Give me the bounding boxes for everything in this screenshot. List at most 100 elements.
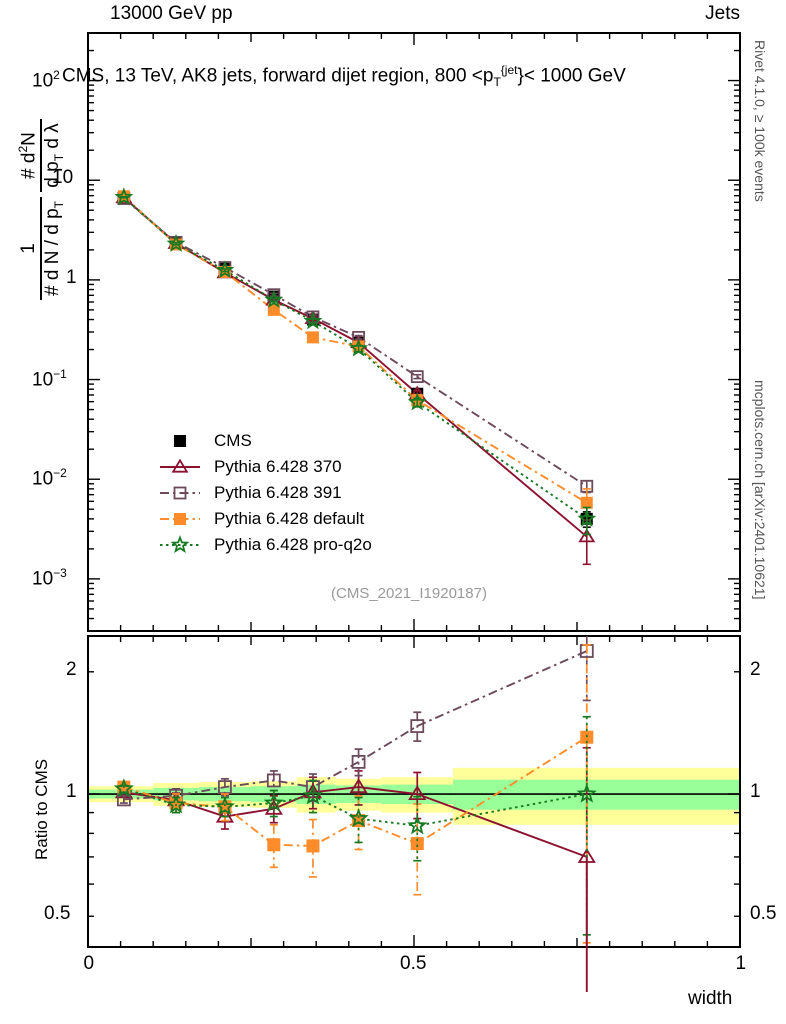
header-right: Jets [705,3,740,24]
ratio-point [119,782,128,792]
band-inner [88,789,154,799]
x-axis-label: width [688,988,733,1009]
data-marker [214,796,235,816]
data-marker [580,479,594,493]
y-tick-label-ratio-right-2: 0.5 [750,903,777,925]
plot-title-tail: }< 1000 GeV [517,65,626,87]
ratio-point [172,793,181,814]
ratio-point [354,796,363,844]
plot-title: CMS, 13 TeV, AK8 jets, forward dijet reg… [62,63,626,89]
y-r2: N [18,132,40,146]
data-marker [266,773,281,788]
band-outer [453,767,740,825]
data-marker [174,513,186,525]
data-marker [408,385,426,400]
ratio-line-p370 [123,786,588,858]
legend-label-cms: CMS [214,431,252,450]
data-marker [306,331,319,344]
data-marker [169,788,183,803]
data-marker [410,719,425,733]
data-marker [165,794,187,814]
y-den-sub: T [52,200,67,209]
y-tick-label-ratio-left-0: 2 [66,658,77,680]
data-marker [117,780,131,794]
side-text-mcplots: mcplots.cern.ch [arXiv:2401.10621] [752,380,768,600]
band-inner [453,779,740,810]
band-outer [296,777,336,813]
legend-item-proq2o[interactable]: Pythia 6.428 pro-q2o [158,532,372,558]
data-marker [115,189,133,204]
data-marker [169,235,183,249]
band-outer [381,777,454,813]
ratio-point [413,803,422,896]
data-marker [171,458,189,473]
data-marker [113,778,134,798]
data-marker [267,303,280,316]
band-inner [198,787,251,802]
legend-label-proq2o: Pythia 6.428 pro-q2o [214,535,372,554]
data-marker [215,807,235,823]
ratio-point [220,796,229,818]
data-marker [580,730,594,744]
data-marker [117,192,131,205]
y-lam: d λ [42,123,64,154]
band-inner [335,785,382,804]
data-marker [218,261,231,274]
y-tick-label-main-3: 10−1 [32,366,67,390]
data-marker [166,791,186,807]
legend-item-p370[interactable]: Pythia 6.428 370 [158,454,372,480]
ratio-point [413,711,422,742]
legend-swatch-proq2o [160,535,200,554]
side-text-rivet: Rivet 4.1.0, ≥ 100k events [752,40,768,202]
legend-label-p370: Pythia 6.428 370 [214,457,342,476]
data-marker [349,778,368,794]
data-marker [407,392,427,411]
ratio-point [119,784,128,794]
data-marker [303,311,323,330]
data-marker [267,838,281,852]
ratio-point [582,636,591,702]
x-tick-label-0: 0 [83,953,95,974]
ratio-point [172,796,181,814]
data-marker [265,291,283,306]
plot-title-sup: {jet [500,63,518,77]
data-marker [117,192,130,205]
data-marker [167,234,185,249]
header-left: 13000 GeV pp [110,3,233,24]
data-marker [580,512,593,525]
data-marker [577,508,597,527]
data-marker [302,785,324,805]
watermark-analysis-id: (CMS_2021_I1920187) [331,585,487,602]
y-num: 1 [18,243,40,254]
ratio-point [308,776,317,810]
ratio-point [308,818,317,878]
data-marker [114,783,133,799]
x-tick-label-2: 1 [735,953,747,974]
ratio-point [413,771,422,820]
ratio-point [308,773,317,803]
ratio-point [269,789,278,818]
band-outer [251,781,297,808]
legend-item-cms[interactable]: CMS [158,428,372,454]
legend-item-p391[interactable]: Pythia 6.428 391 [158,480,372,506]
data-marker [352,336,365,349]
band-outer [198,782,251,807]
data-marker [218,265,231,278]
data-marker [267,290,280,303]
y-tick-label-ratio-right-1: 1 [750,781,761,803]
ratio-point [269,823,278,869]
band-outer [335,778,382,811]
plot-title-main: CMS, 13 TeV, AK8 jets, forward dijet reg… [62,65,494,87]
data-marker [170,535,190,554]
y-tick-label-main-1: 10 [52,167,74,189]
band-outer [153,782,199,806]
y-den: # d N / d p [42,208,64,296]
legend-label-p391: Pythia 6.428 391 [214,483,342,502]
y-tick-label-main-0: 102 [32,67,60,91]
data-marker [576,783,597,803]
ratio-point [413,795,422,862]
legend-item-pdefault[interactable]: Pythia 6.428 default [158,506,372,532]
ratio-point [582,715,591,936]
